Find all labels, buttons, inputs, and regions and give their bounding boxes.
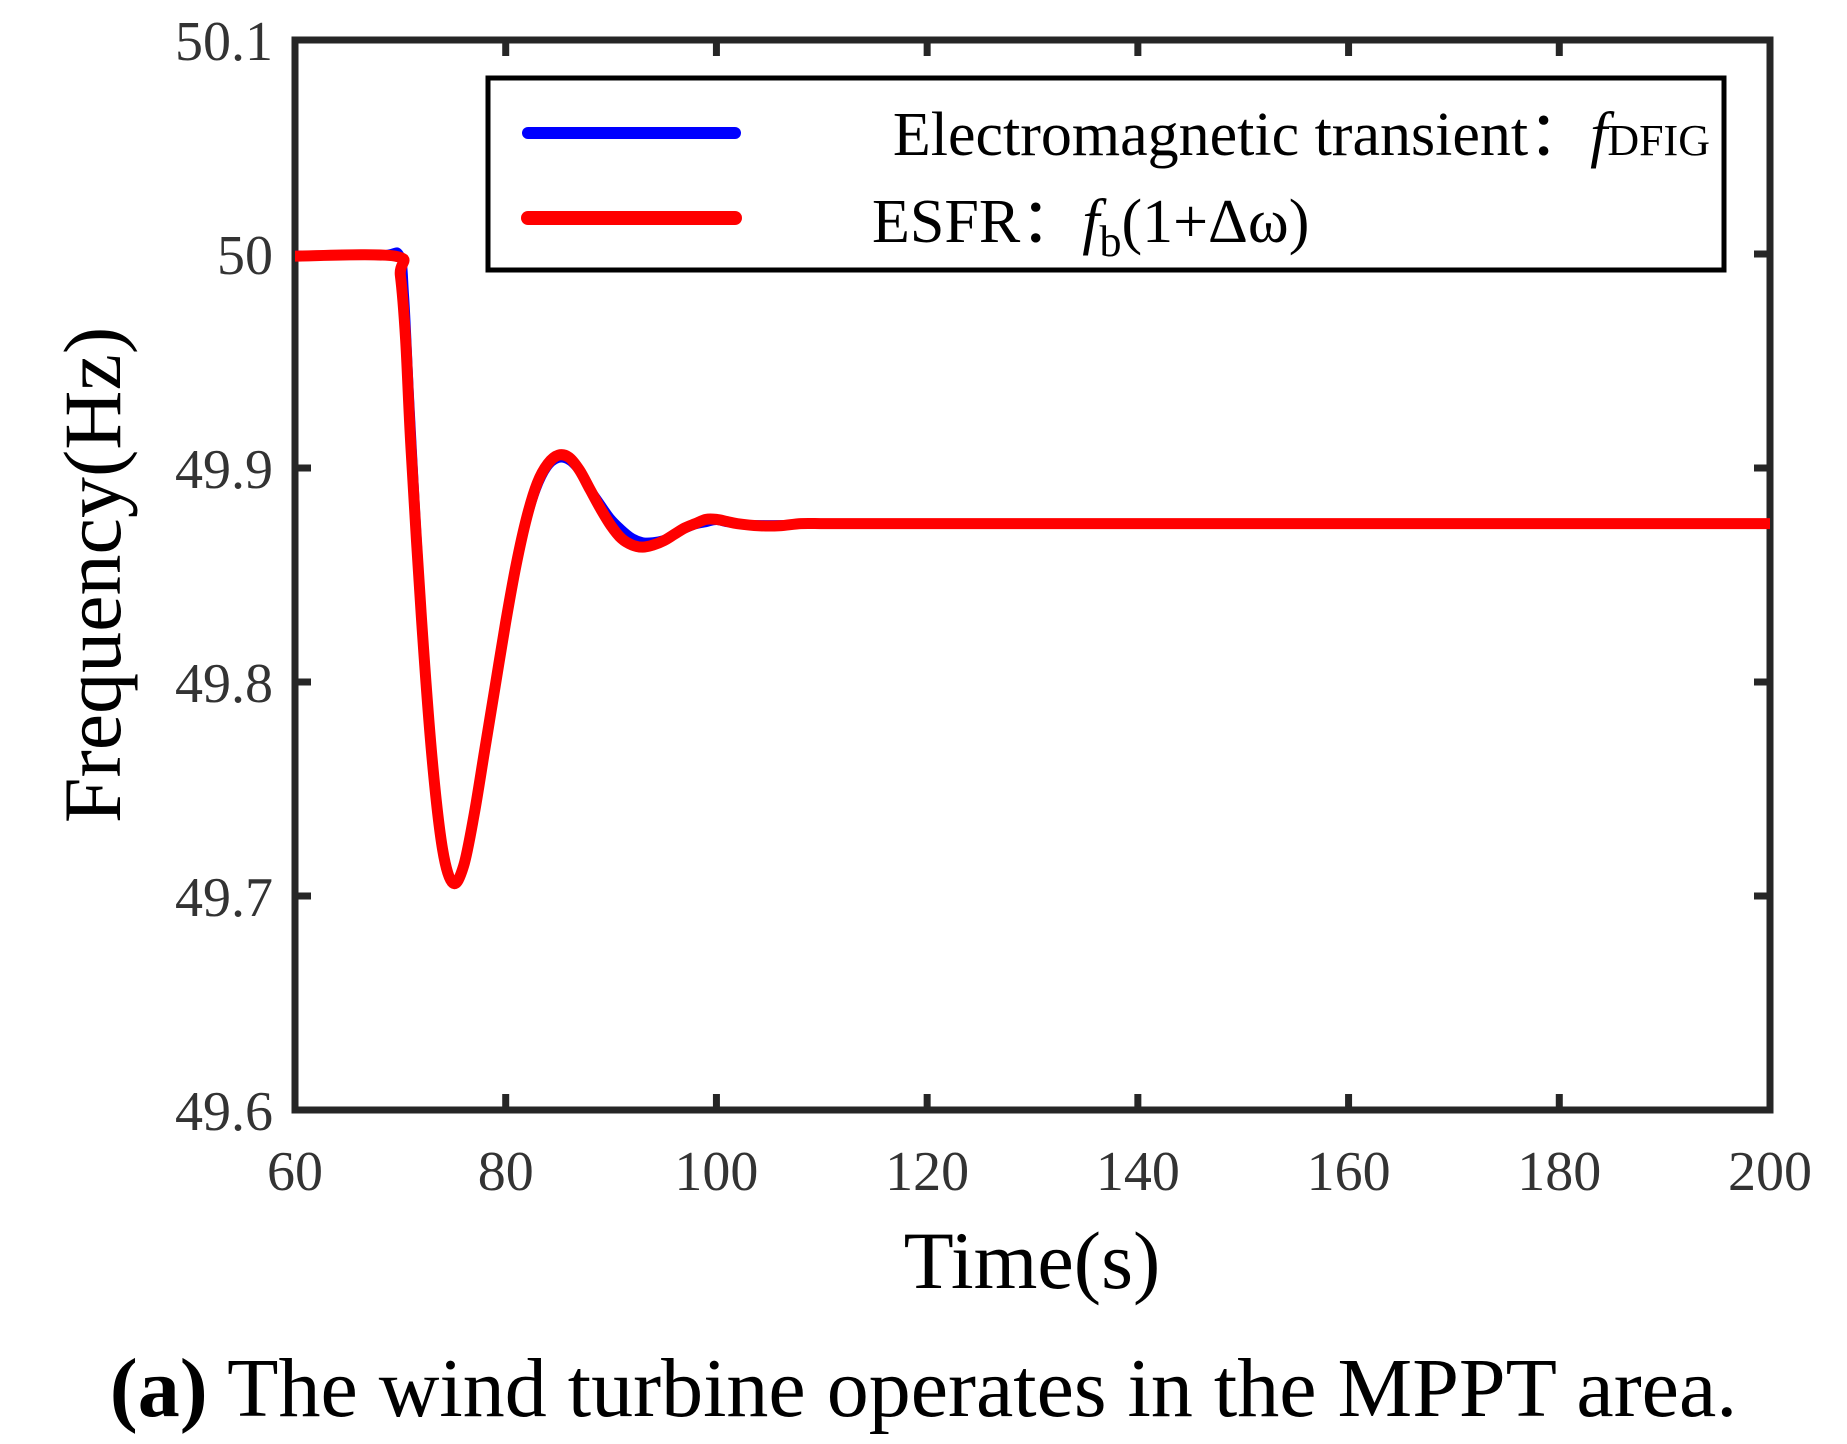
legend-subscript-b: b bbox=[1099, 217, 1121, 266]
series-line-esfr bbox=[294, 249, 1770, 890]
legend-entry-esfr: ESFR：fb(1+Δω) bbox=[872, 188, 1309, 266]
caption-text: The wind turbine operates in the MPPT ar… bbox=[227, 1342, 1738, 1435]
legend-subscript-dfig: DFIG bbox=[1607, 116, 1710, 165]
y-tick-label: 49.9 bbox=[175, 439, 273, 501]
legend-formula-esfr: (1+Δω) bbox=[1121, 188, 1309, 256]
tick-marks bbox=[291, 36, 1774, 1114]
legend-label-electromagnetic: Electromagnetic transient： bbox=[893, 101, 1590, 169]
y-axis-title: Frequency(Hz) bbox=[47, 327, 138, 823]
x-axis-title: Time(s) bbox=[904, 1215, 1161, 1306]
y-tick-label: 49.7 bbox=[175, 867, 273, 929]
legend-entry-electromagnetic: Electromagnetic transient：fDFIG bbox=[893, 101, 1710, 169]
y-tick-label: 50 bbox=[217, 225, 273, 287]
x-tick-label: 140 bbox=[1096, 1141, 1180, 1203]
x-tick-label: 200 bbox=[1728, 1141, 1812, 1203]
tick-labels: 60 80 100 120 140 160 180 200 49.6 49.7 49.8 49.9 50… bbox=[175, 11, 1812, 1203]
frequency-chart: 60 80 100 120 140 160 180 200 49.6 49.7 49.8 49.9 50… bbox=[47, 11, 1812, 1306]
x-tick-label: 80 bbox=[478, 1141, 534, 1203]
x-tick-label: 100 bbox=[674, 1141, 758, 1203]
caption-label: (a) bbox=[109, 1342, 208, 1435]
figure-caption: (a) The wind turbine operates in the MPP… bbox=[0, 1340, 1847, 1437]
legend-label-esfr: ESFR： bbox=[872, 188, 1082, 256]
x-tick-label: 60 bbox=[267, 1141, 323, 1203]
x-tick-label: 120 bbox=[885, 1141, 969, 1203]
y-tick-label: 49.6 bbox=[175, 1081, 273, 1143]
legend: Electromagnetic transient：fDFIG ESFR：fb(… bbox=[485, 75, 1727, 273]
plot-area-frame bbox=[291, 36, 1774, 1114]
y-tick-label: 49.8 bbox=[175, 653, 273, 715]
legend-box bbox=[485, 75, 1727, 273]
y-tick-label: 50.1 bbox=[175, 11, 273, 73]
series-layer bbox=[294, 247, 1770, 890]
x-tick-label: 160 bbox=[1307, 1141, 1391, 1203]
x-tick-label: 180 bbox=[1517, 1141, 1601, 1203]
